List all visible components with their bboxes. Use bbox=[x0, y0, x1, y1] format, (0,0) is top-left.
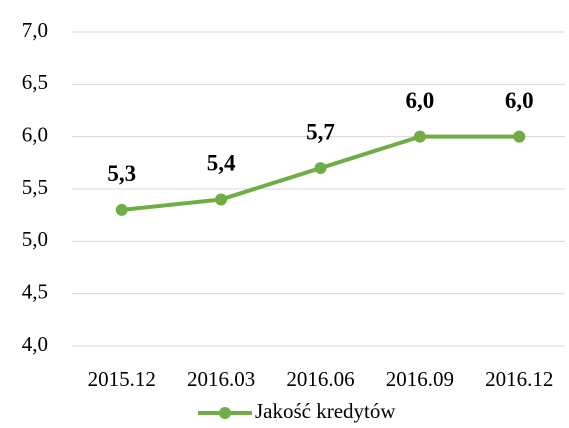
data-label: 5,7 bbox=[306, 119, 335, 144]
y-tick-label: 5,5 bbox=[22, 175, 48, 199]
data-label: 5,4 bbox=[207, 151, 236, 176]
x-tick-label: 2016.09 bbox=[386, 367, 454, 391]
y-tick-label: 4,5 bbox=[22, 279, 48, 303]
legend-label: Jakość kredytów bbox=[255, 399, 396, 423]
x-tick-label: 2016.12 bbox=[485, 367, 553, 391]
x-tick-label: 2016.03 bbox=[187, 367, 255, 391]
data-point bbox=[115, 203, 128, 216]
x-tick-label: 2015.12 bbox=[88, 367, 156, 391]
data-label: 5,3 bbox=[107, 161, 136, 186]
legend-marker bbox=[219, 407, 231, 419]
x-tick-label: 2016.06 bbox=[286, 367, 354, 391]
y-tick-label: 6,0 bbox=[22, 122, 48, 146]
data-point bbox=[413, 130, 426, 143]
data-point bbox=[314, 162, 327, 175]
y-tick-label: 7,0 bbox=[22, 18, 48, 42]
data-label: 6,0 bbox=[505, 88, 534, 113]
y-tick-label: 6,5 bbox=[22, 70, 48, 94]
data-point bbox=[215, 193, 228, 206]
y-tick-label: 5,0 bbox=[22, 227, 48, 251]
data-point bbox=[513, 130, 526, 143]
data-label: 6,0 bbox=[406, 88, 435, 113]
y-tick-label: 4,0 bbox=[22, 332, 48, 356]
